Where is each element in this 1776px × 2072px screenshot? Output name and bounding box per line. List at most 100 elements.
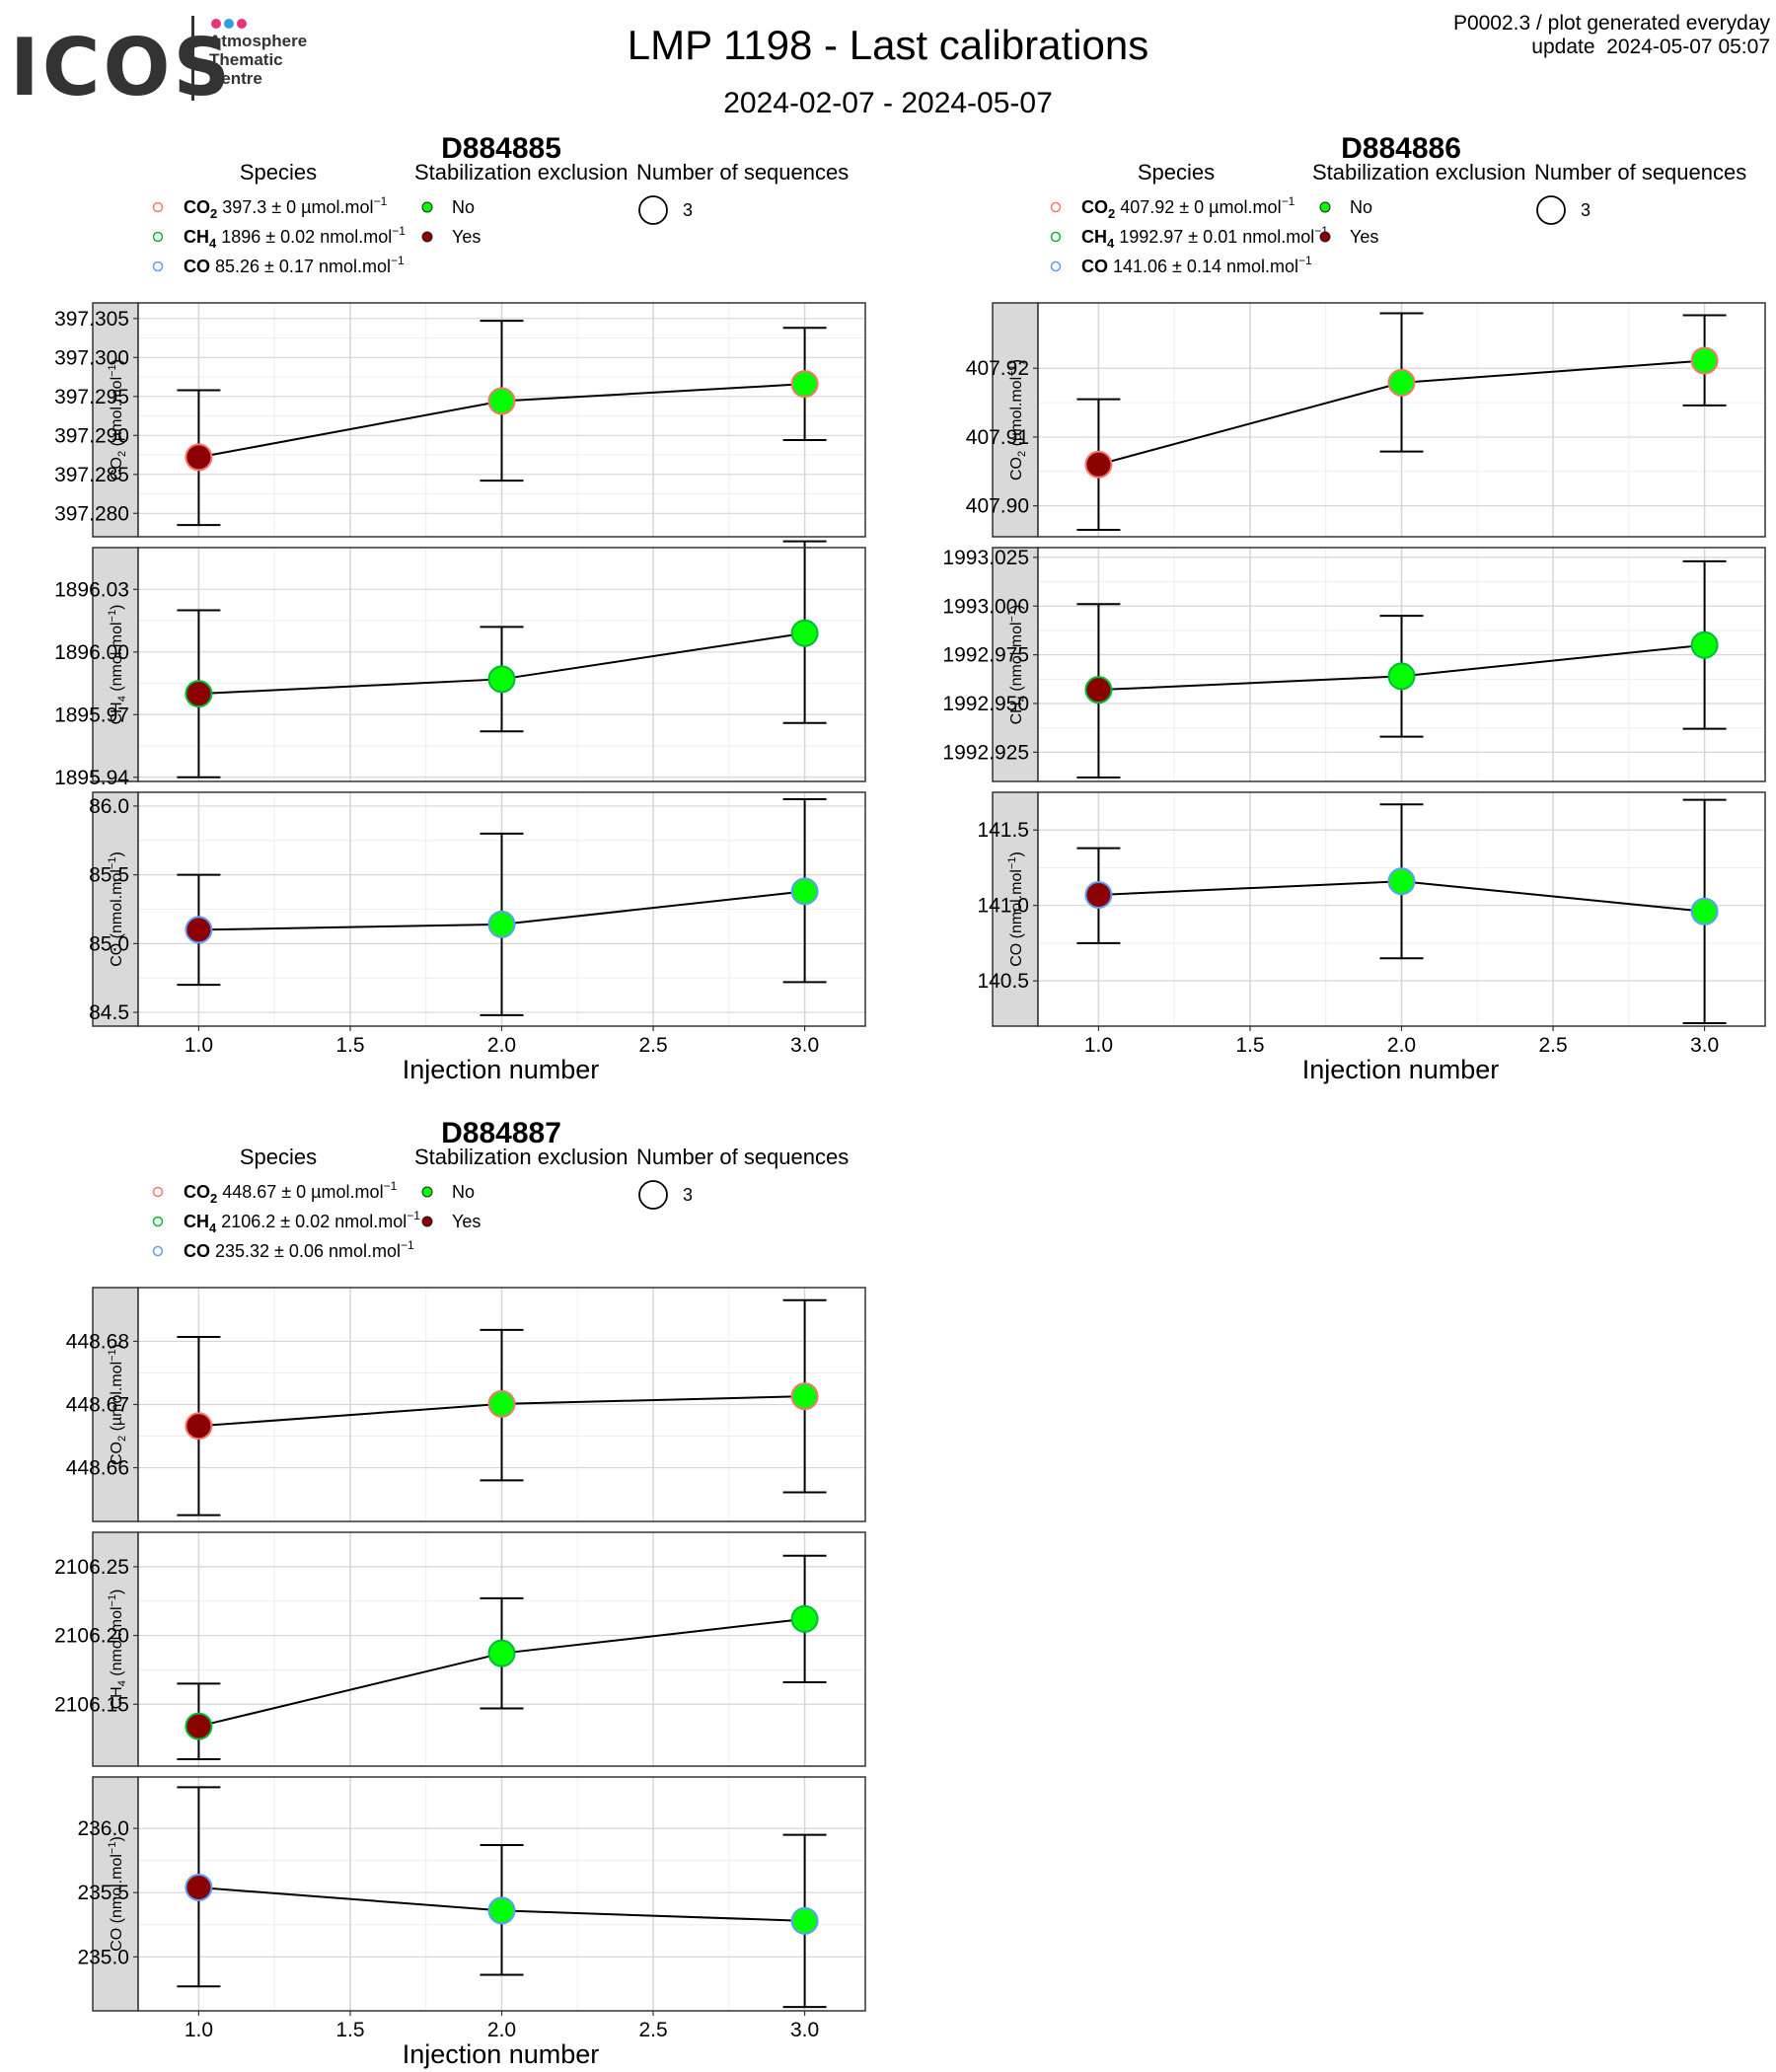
update-label: update — [1531, 36, 1595, 58]
legend-stab-key — [421, 1216, 433, 1227]
y-tick-label: 407.91 — [966, 426, 1029, 449]
y-tick-label: 84.5 — [89, 1001, 129, 1024]
legend-seq-label: 3 — [1581, 200, 1591, 220]
x-tick-label: 1.5 — [335, 1034, 364, 1057]
data-point — [487, 1639, 516, 1667]
legend-seq-key — [1536, 195, 1566, 225]
y-tick-label: 1896.03 — [54, 578, 129, 601]
logo-line: Atmosphere — [209, 32, 308, 50]
legend-title-stabilization: Stabilization exclusion — [1312, 160, 1525, 185]
x-tick-label: 2.5 — [1538, 1034, 1567, 1057]
legend-species-key — [152, 201, 164, 213]
y-tick-label: 1993.000 — [942, 595, 1029, 618]
legend-species-key — [152, 1245, 164, 1257]
legend-species-entry: CH4 1992.97 ± 0.01 nmol.mol−1 — [1081, 224, 1328, 251]
data-point — [1387, 662, 1416, 691]
legend-species-key — [1050, 231, 1062, 243]
data-point — [487, 1389, 516, 1418]
data-point — [1690, 630, 1719, 659]
panel-label: CH4 (nmol.mol−1) — [107, 1590, 128, 1710]
panel-border — [137, 1531, 866, 1767]
logo-divider — [191, 16, 194, 101]
data-point — [790, 877, 819, 906]
x-axis-label: Injection number — [403, 1055, 600, 1084]
legend-species-key — [152, 231, 164, 243]
legend-seq-label: 3 — [683, 1185, 693, 1205]
update-time: 2024-05-07 05:07 — [1606, 36, 1770, 58]
legend-title-sequences: Number of sequences — [636, 1145, 849, 1169]
panel-strip — [92, 547, 139, 782]
legend-seq-key — [638, 195, 668, 225]
y-tick-label: 236.0 — [77, 1817, 129, 1840]
data-point — [790, 1906, 819, 1935]
data-point — [790, 370, 819, 399]
x-tick-label: 1.0 — [185, 1034, 213, 1057]
panel-border — [1037, 547, 1766, 782]
logo-dot — [237, 19, 247, 29]
panel-border — [137, 547, 866, 782]
legend-species-entry: CH4 2106.2 ± 0.02 nmol.mol−1 — [184, 1209, 420, 1235]
y-tick-label: 85.0 — [89, 932, 129, 955]
legend-species-key — [152, 260, 164, 272]
y-tick-label: 1992.975 — [942, 644, 1029, 667]
legend-title-sequences: Number of sequences — [1534, 160, 1746, 185]
legend-species-key — [1050, 201, 1062, 213]
x-tick-label: 1.5 — [1235, 1034, 1264, 1057]
y-tick-label: 407.90 — [966, 495, 1029, 518]
panel-label: CO (nmol.mol−1) — [1006, 851, 1025, 967]
chart-D884886: D884886 Species Stabilization exclusion Num… — [942, 132, 1766, 1084]
legend-title-species: Species — [240, 160, 317, 185]
y-tick-label: 1992.950 — [942, 693, 1029, 715]
y-tick-label: 141.0 — [977, 895, 1029, 918]
y-tick-label: 2106.20 — [54, 1625, 129, 1648]
date-range: 2024-02-07 - 2024-05-07 — [723, 87, 1053, 119]
legend-species-key — [152, 1186, 164, 1198]
y-tick-label: 448.66 — [66, 1457, 129, 1480]
data-point — [1084, 676, 1113, 704]
y-tick-label: 235.0 — [77, 1946, 129, 1968]
data-point — [1084, 450, 1113, 479]
panel-label: CH4 (nmol.mol−1) — [1006, 605, 1028, 725]
legend-stab-label: No — [1350, 197, 1372, 217]
panel-strip — [92, 791, 139, 1027]
y-tick-label: 1895.97 — [54, 703, 129, 726]
legend-stab-label: Yes — [452, 227, 481, 247]
chart-D884885: D884885 Species Stabilization exclusion Num… — [54, 132, 866, 1084]
legend-seq-key — [638, 1180, 668, 1210]
x-tick-label: 3.0 — [790, 2019, 819, 2041]
data-point — [487, 387, 516, 415]
y-tick-label: 407.92 — [966, 357, 1029, 380]
logo-dot — [211, 19, 221, 29]
y-tick-label: 141.5 — [977, 819, 1029, 842]
panel-strip — [92, 1531, 139, 1767]
legend-species-entry: CO 85.26 ± 0.17 nmol.mol−1 — [184, 254, 405, 276]
legend-species-entry: CO2 448.67 ± 0 µmol.mol−1 — [184, 1179, 398, 1206]
legend-stab-key — [1319, 201, 1331, 213]
legend-stab-key — [421, 1186, 433, 1198]
legend-species-key — [1050, 260, 1062, 272]
panel-border — [137, 1287, 866, 1522]
legend-species-entry: CO 141.06 ± 0.14 nmol.mol−1 — [1081, 254, 1312, 276]
panel-label: CO2 (µmol.mol−1) — [1006, 359, 1028, 481]
y-tick-label: 2106.15 — [54, 1693, 129, 1716]
y-tick-label: 2106.25 — [54, 1556, 129, 1579]
panel-label: CH4 (nmol.mol−1) — [107, 605, 128, 725]
x-tick-label: 1.0 — [185, 2019, 213, 2041]
legend-title-stabilization: Stabilization exclusion — [414, 160, 628, 185]
panel-label: CO (nmol.mol−1) — [107, 1836, 125, 1952]
plot-meta: P0002.3 / plot generated everyday update… — [1453, 12, 1770, 59]
data-point — [1084, 880, 1113, 909]
data-point — [1387, 867, 1416, 896]
page-title: LMP 1198 - Last calibrations — [627, 22, 1149, 68]
data-point — [185, 1873, 213, 1901]
logo-subtitle: Atmosphere Thematic Centre — [209, 32, 307, 88]
data-point — [185, 680, 213, 708]
chart-title: D884886 — [1341, 132, 1461, 165]
panel-strip — [992, 547, 1039, 782]
data-point — [1690, 897, 1719, 925]
update-line: update 2024-05-07 05:07 — [1453, 36, 1770, 59]
y-tick-label: 397.295 — [54, 386, 129, 408]
data-point — [487, 665, 516, 694]
x-tick-label: 2.5 — [638, 1034, 667, 1057]
x-tick-label: 1.0 — [1084, 1034, 1113, 1057]
